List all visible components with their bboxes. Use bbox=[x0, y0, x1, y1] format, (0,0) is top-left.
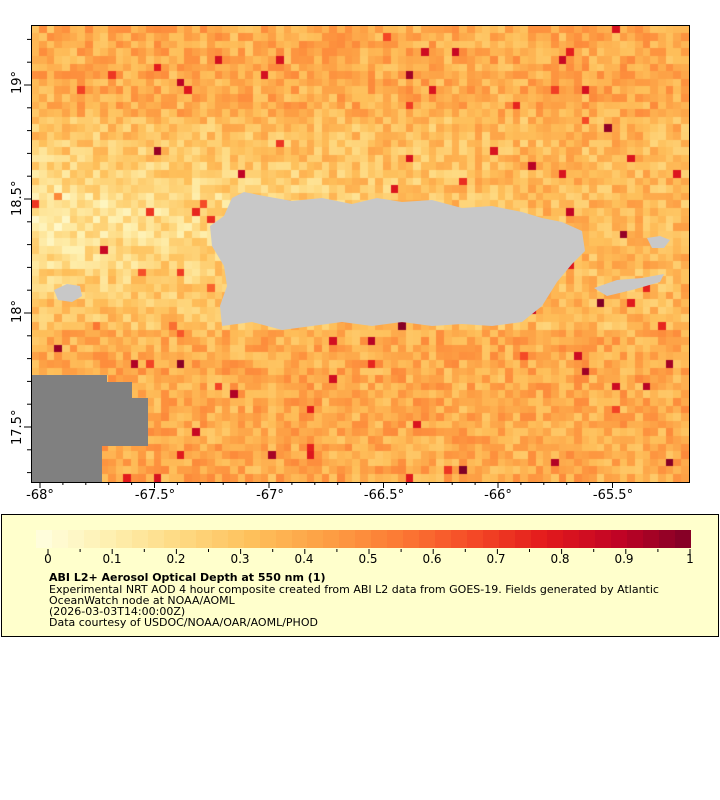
colorbar-tick-label: 0.2 bbox=[166, 552, 186, 566]
y-tick-label: 19° bbox=[10, 70, 25, 94]
colorbar-swatch bbox=[562, 530, 579, 548]
colorbar-tick-label: 0.8 bbox=[550, 552, 570, 566]
colorbar-swatch bbox=[36, 530, 52, 548]
x-tick-label: -67.5° bbox=[134, 488, 176, 503]
colorbar-swatch bbox=[275, 530, 292, 548]
legend-title: ABI L2+ Aerosol Optical Depth at 550 nm … bbox=[49, 571, 326, 584]
colorbar-tick-label: 0.3 bbox=[230, 552, 250, 566]
colorbar-swatch bbox=[195, 530, 212, 548]
colorbar-tick-label: 1 bbox=[686, 552, 694, 566]
colorbar-swatch bbox=[403, 530, 420, 548]
colorbar-swatch bbox=[163, 530, 180, 548]
colorbar-swatch bbox=[451, 530, 468, 548]
x-tick-label: -65.5° bbox=[592, 488, 634, 503]
colorbar-tick-label: 0.6 bbox=[422, 552, 442, 566]
colorbar-swatch bbox=[179, 530, 196, 548]
land-layer bbox=[32, 192, 670, 482]
colorbar-tick-label: 0.5 bbox=[358, 552, 378, 566]
vieques-land bbox=[594, 274, 664, 296]
legend: 0 0.1 0.2 0.3 0.4 0.5 0.6 0.7 0.8 0.9 1 … bbox=[1, 514, 719, 637]
colorbar-swatch bbox=[83, 530, 100, 548]
colorbar-swatch bbox=[387, 530, 404, 548]
colorbar bbox=[36, 530, 691, 548]
colorbar-swatch bbox=[658, 530, 675, 548]
colorbar-tick-label: 0 bbox=[44, 552, 52, 566]
colorbar-swatch bbox=[610, 530, 627, 548]
colorbar-swatch bbox=[642, 530, 659, 548]
colorbar-swatch bbox=[67, 530, 84, 548]
colorbar-swatch bbox=[259, 530, 276, 548]
colorbar-swatch bbox=[547, 530, 563, 548]
puerto-rico-land bbox=[210, 192, 585, 330]
colorbar-swatch bbox=[227, 530, 244, 548]
colorbar-swatch bbox=[339, 530, 356, 548]
colorbar-swatch bbox=[435, 530, 452, 548]
legend-description: OceanWatch node at NOAA/AOML bbox=[49, 594, 235, 607]
colorbar-swatch bbox=[99, 530, 116, 548]
colorbar-swatch bbox=[291, 530, 308, 548]
colorbar-swatch bbox=[594, 530, 611, 548]
legend-credit: Data courtesy of USDOC/NOAA/OAR/AOML/PHO… bbox=[49, 616, 318, 629]
colorbar-swatch bbox=[115, 530, 132, 548]
legend-time: (2026-03-03T14:00:00Z) bbox=[49, 605, 186, 618]
x-tick-label: -66° bbox=[484, 488, 512, 503]
colorbar-tick-label: 0.1 bbox=[102, 552, 122, 566]
culebra-land bbox=[647, 236, 670, 248]
colorbar-swatch bbox=[323, 530, 340, 548]
colorbar-tick-label: 0.4 bbox=[294, 552, 314, 566]
colorbar-swatch bbox=[211, 530, 228, 548]
colorbar-swatch bbox=[626, 530, 643, 548]
y-tick-label: 17.5° bbox=[10, 409, 25, 445]
colorbar-ticks bbox=[47, 549, 691, 554]
colorbar-swatch bbox=[147, 530, 164, 548]
x-tick-label: -68° bbox=[26, 488, 54, 503]
nodata-region bbox=[32, 375, 148, 482]
colorbar-tick-label: 0.7 bbox=[486, 552, 506, 566]
colorbar-swatch bbox=[307, 530, 324, 548]
colorbar-swatch bbox=[467, 530, 484, 548]
colorbar-swatch bbox=[355, 530, 372, 548]
colorbar-tick-label: 0.9 bbox=[614, 552, 634, 566]
legend-description: Experimental NRT AOD 4 hour composite cr… bbox=[49, 583, 659, 596]
colorbar-swatch bbox=[131, 530, 148, 548]
colorbar-swatch bbox=[243, 530, 260, 548]
colorbar-swatch bbox=[578, 530, 595, 548]
colorbar-swatch bbox=[483, 530, 500, 548]
colorbar-swatch bbox=[674, 530, 691, 548]
colorbar-swatch bbox=[515, 530, 532, 548]
aod-map bbox=[31, 25, 690, 483]
x-tick-label: -66.5° bbox=[363, 488, 405, 503]
y-tick-label: 18.5° bbox=[10, 180, 25, 216]
x-tick-label: -67° bbox=[256, 488, 284, 503]
colorbar-swatch bbox=[419, 530, 436, 548]
colorbar-swatch bbox=[51, 530, 68, 548]
colorbar-swatch bbox=[499, 530, 516, 548]
y-tick-label: 18° bbox=[10, 299, 25, 323]
colorbar-swatch bbox=[531, 530, 547, 548]
mona-island-land bbox=[54, 284, 82, 302]
colorbar-swatch bbox=[371, 530, 388, 548]
